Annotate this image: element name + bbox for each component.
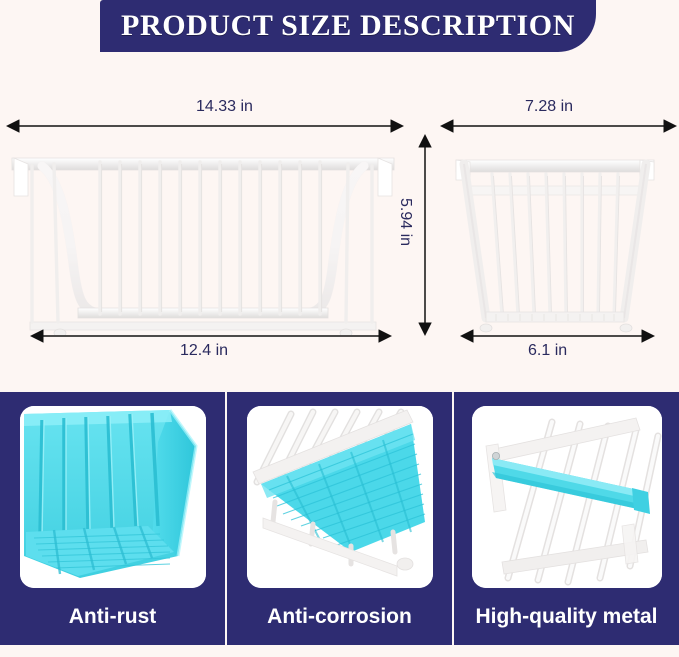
dimension-arrow-bottom-right	[460, 329, 655, 343]
dimension-arrow-top-right	[440, 119, 677, 133]
dimension-label-depth-bottom: 6.1 in	[528, 342, 568, 359]
feature-label-high-quality-metal: High-quality metal	[475, 605, 658, 628]
feature-panel-anti-rust: Anti-rust	[0, 392, 225, 645]
basket-base-closeup-icon	[246, 406, 433, 588]
basket-interior-closeup-icon	[19, 406, 206, 588]
header-banner: PRODUCT SIZE DESCRIPTION	[100, 0, 596, 52]
feature-image-anti-rust	[19, 406, 206, 588]
front-view-basket-illustration	[11, 157, 395, 335]
dimension-label-width-bottom: 12.4 in	[180, 342, 229, 359]
feature-image-high-quality-metal	[471, 406, 662, 588]
dimension-label-width-top: 14.33 in	[196, 98, 253, 115]
dimension-arrow-vertical	[418, 134, 432, 336]
size-description-section: 14.33 in 7.28 in 5.94 in 12.4 in 6.1 in	[0, 52, 679, 385]
page-title: PRODUCT SIZE DESCRIPTION	[121, 9, 575, 42]
dimension-arrow-bottom-left	[30, 329, 392, 343]
side-view-basket-illustration	[455, 159, 655, 333]
basket-rail-closeup-icon	[471, 406, 662, 588]
feature-label-anti-corrosion: Anti-corrosion	[267, 605, 412, 628]
feature-panel-anti-corrosion: Anti-corrosion	[227, 392, 452, 645]
feature-panel-high-quality-metal: High-quality metal	[454, 392, 679, 645]
feature-label-anti-rust: Anti-rust	[68, 605, 157, 628]
dimension-arrow-top-left	[6, 119, 404, 133]
feature-image-anti-corrosion	[246, 406, 433, 588]
dimension-label-height: 5.94 in	[397, 198, 414, 247]
dimension-label-depth-top: 7.28 in	[525, 98, 574, 115]
feature-panels-row: Anti-rust	[0, 392, 679, 645]
